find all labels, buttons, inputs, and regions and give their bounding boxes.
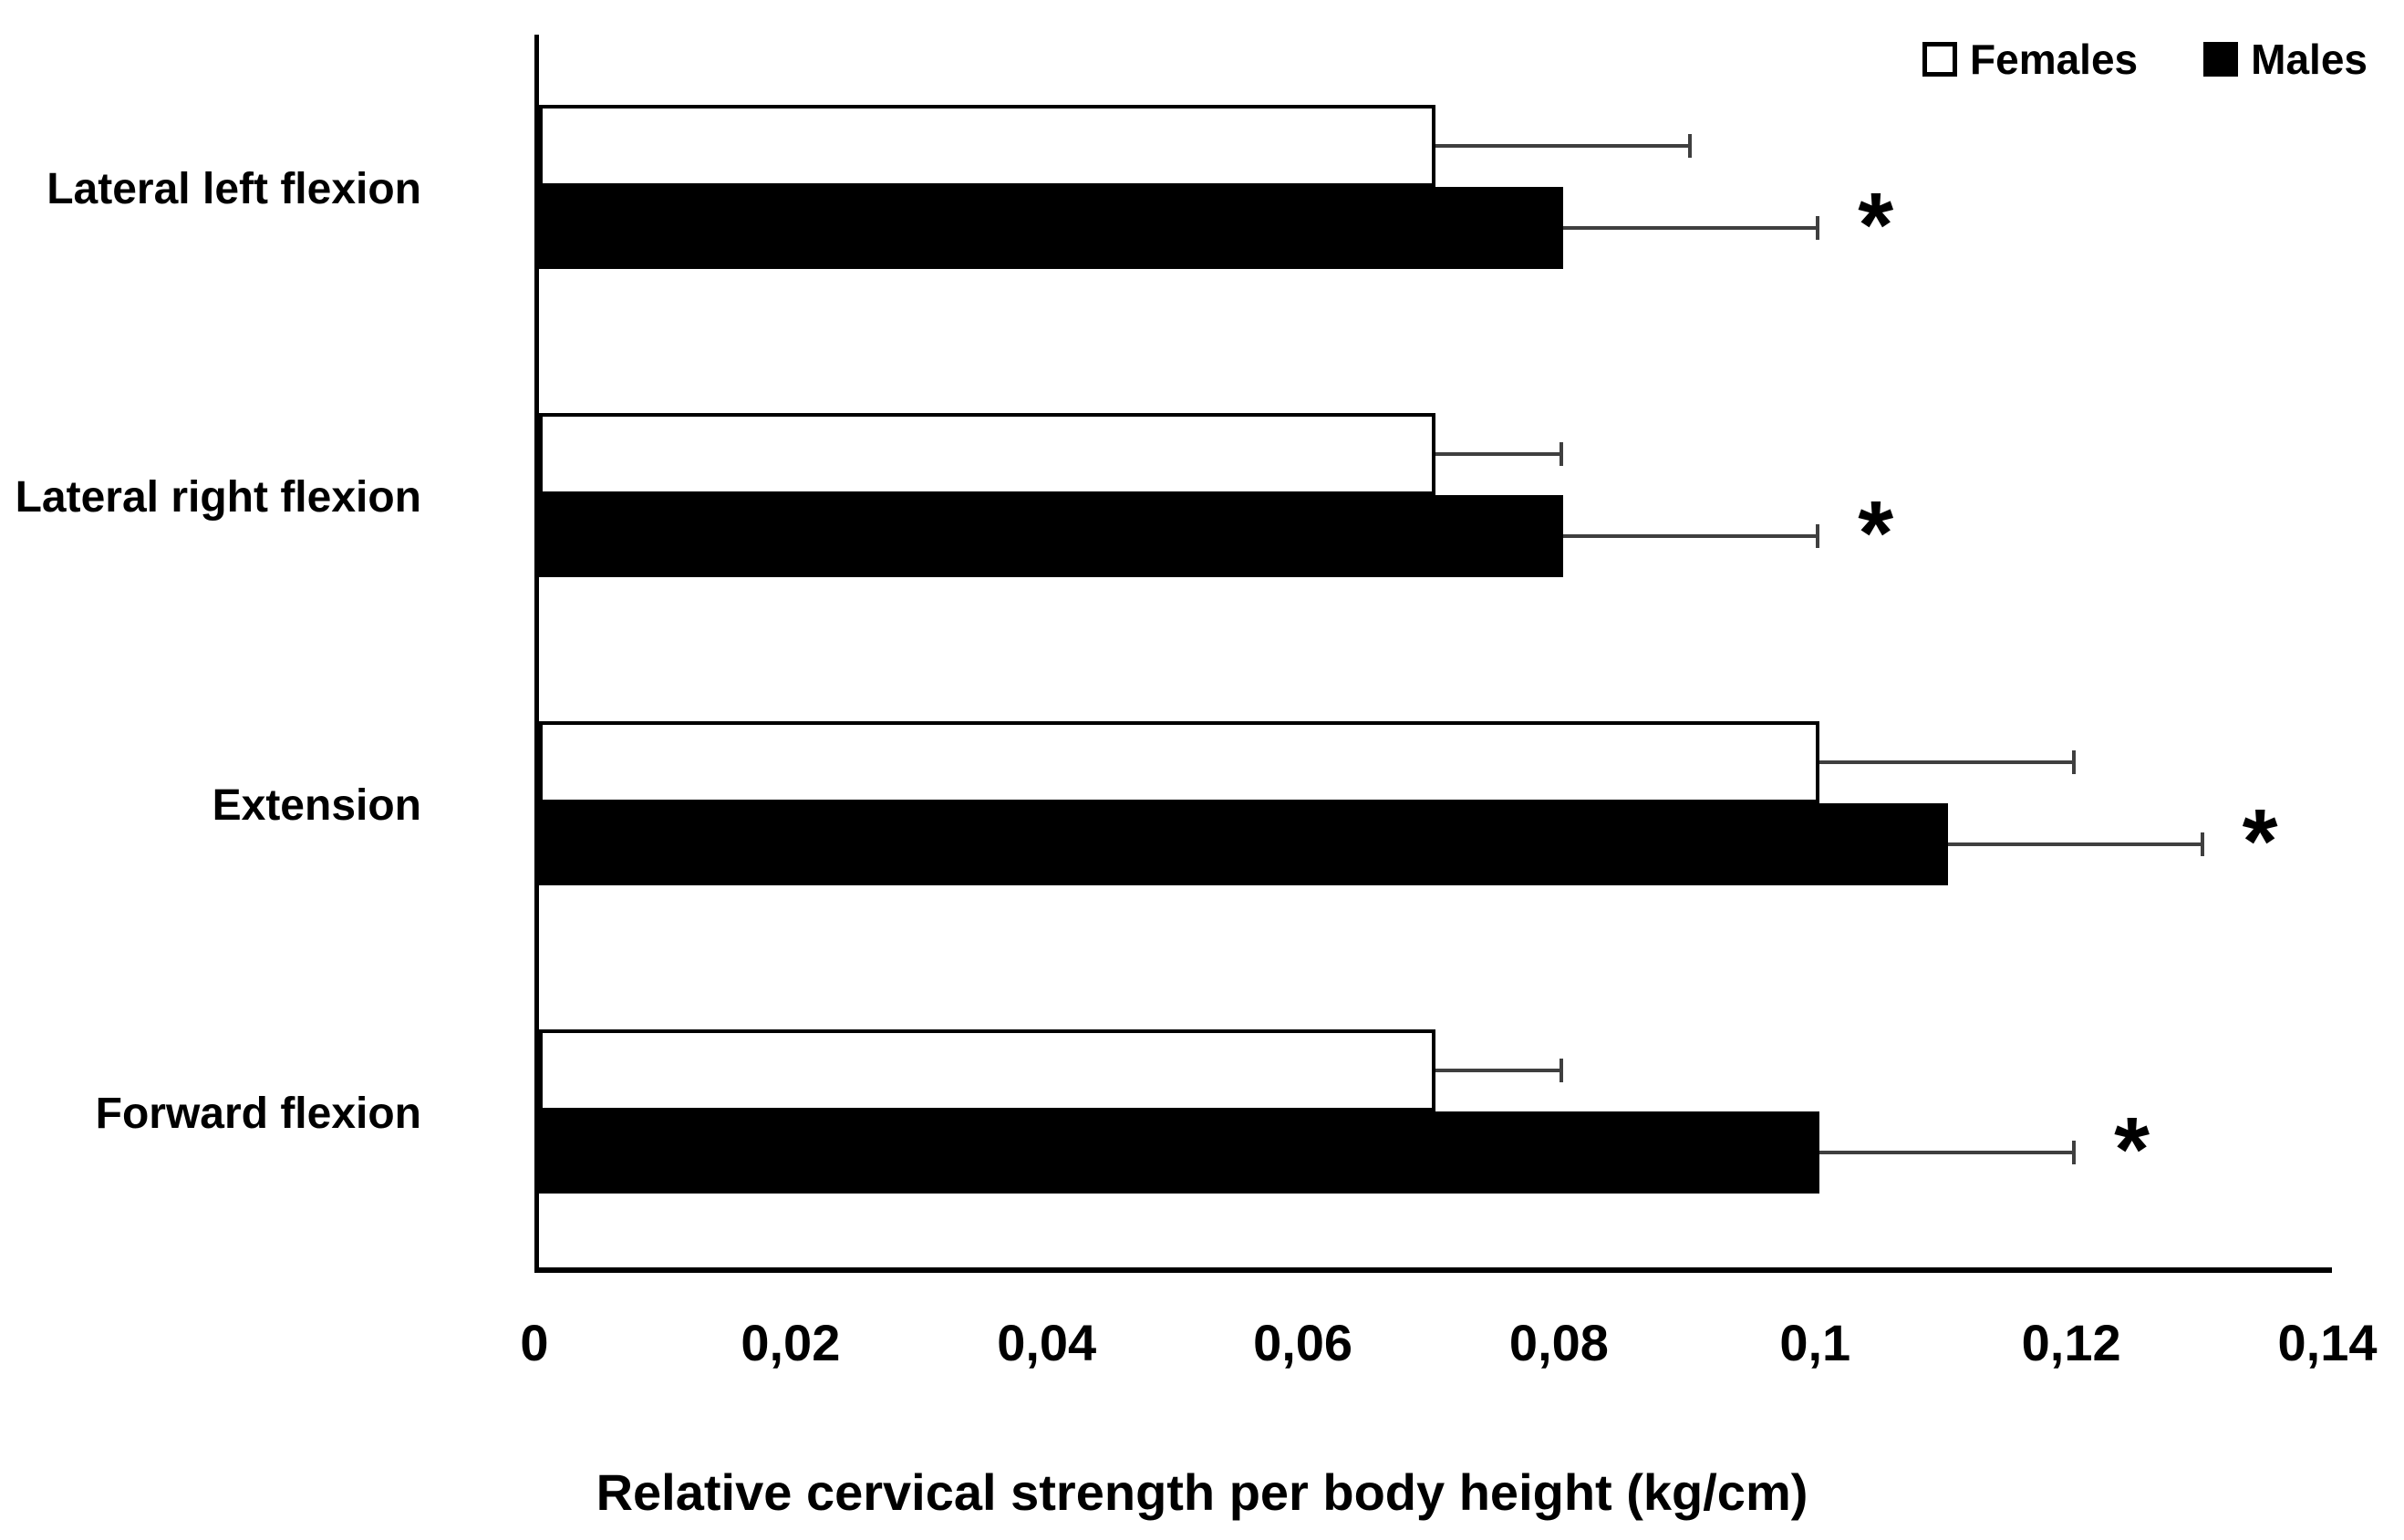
females-error-bar-cap (1559, 442, 1564, 466)
males-error-bar-cap (2200, 832, 2204, 856)
females-error-bar (1435, 452, 1564, 456)
males-swatch-icon (2203, 42, 2239, 77)
category-label: Extension (212, 780, 421, 830)
plot-area: * * * * (534, 35, 2332, 1273)
males-bar (539, 803, 1948, 885)
males-bar (539, 495, 1564, 577)
x-tick-label: 0,06 (1253, 1314, 1353, 1371)
females-swatch-icon (1922, 42, 1958, 77)
females-bar (539, 1029, 1435, 1111)
significance-asterisk: * (2242, 791, 2278, 893)
males-bar (539, 187, 1564, 269)
legend-label-females: Females (1970, 36, 2139, 83)
males-error-bar-cap (2072, 1141, 2077, 1164)
females-error-bar (1435, 1069, 1564, 1072)
x-tick-label: 0 (520, 1314, 549, 1371)
females-error-bar-cap (1687, 134, 1692, 158)
x-tick-label: 0,14 (2277, 1314, 2378, 1371)
legend-entry-males: Males (2203, 35, 2368, 84)
chart-legend: Females Males (1922, 35, 2368, 84)
males-error-bar (1947, 842, 2204, 846)
legend-entry-females: Females (1922, 35, 2138, 84)
category-label: Lateral left flexion (47, 164, 421, 213)
significance-asterisk: * (2114, 1099, 2150, 1201)
females-bar (539, 721, 1820, 803)
females-error-bar (1435, 144, 1692, 148)
males-bar (539, 1111, 1820, 1194)
females-error-bar (1819, 760, 2077, 764)
males-error-bar (1819, 1151, 2077, 1154)
x-tick-label: 0,04 (997, 1314, 1097, 1371)
x-tick-label: 0,02 (741, 1314, 841, 1371)
x-tick-label: 0,08 (1508, 1314, 1609, 1371)
category-label: Lateral right flexion (15, 472, 421, 522)
males-error-bar (1563, 534, 1820, 538)
legend-label-males: Males (2251, 36, 2368, 83)
females-bar (539, 105, 1435, 187)
x-tick-label: 0,1 (1779, 1314, 1851, 1371)
females-error-bar-cap (1559, 1059, 1564, 1082)
x-axis-title: Relative cervical strength per body heig… (596, 1463, 1808, 1521)
males-error-bar-cap (1816, 524, 1820, 548)
x-tick-label: 0,12 (2021, 1314, 2121, 1371)
significance-asterisk: * (1858, 174, 1894, 276)
females-bar (539, 413, 1435, 495)
females-error-bar-cap (2072, 750, 2077, 774)
significance-asterisk: * (1858, 482, 1894, 584)
males-error-bar (1563, 226, 1820, 230)
males-error-bar-cap (1816, 216, 1820, 240)
category-label: Forward flexion (95, 1089, 421, 1138)
